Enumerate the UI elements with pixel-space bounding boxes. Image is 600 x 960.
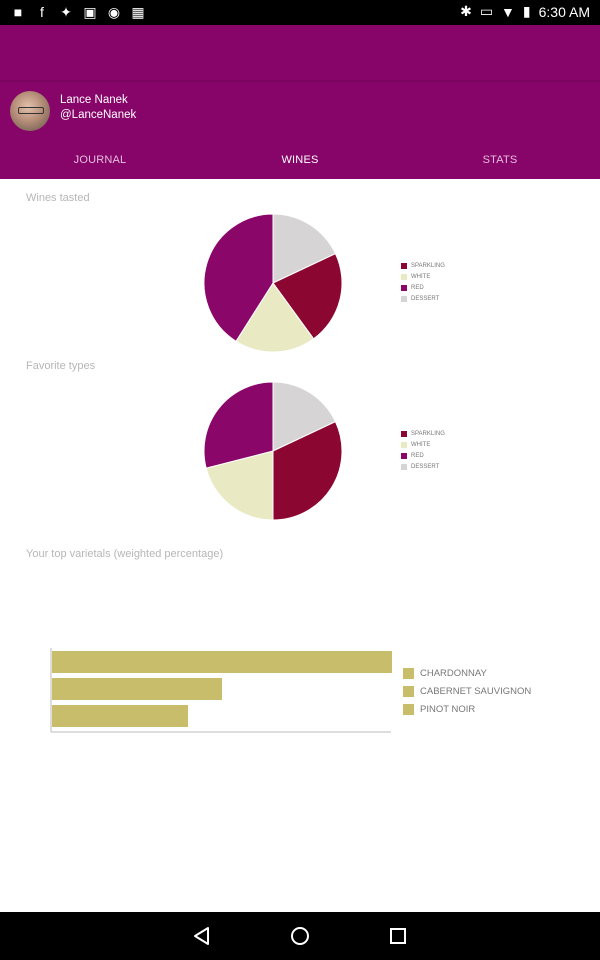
pie-slice-red	[203, 381, 274, 469]
legend-swatch	[401, 452, 407, 459]
app-header: Lance Nanek @LanceNanek JOURNAL WINES ST…	[0, 25, 600, 179]
pie-slice-red	[203, 213, 274, 342]
legend-swatch	[403, 667, 414, 679]
legend-item-red: RED	[401, 282, 445, 293]
legend-item-dessert: DESSERT	[401, 293, 445, 304]
battery-icon: ▮	[522, 3, 531, 19]
favorite-types-label: Favorite types	[26, 360, 96, 372]
wines-tasted-legend: SPARKLING WHITE RED DESSERT	[401, 260, 445, 304]
recents-icon[interactable]	[386, 924, 410, 948]
tab-bar: JOURNAL WINES STATS	[0, 150, 600, 179]
avatar[interactable]	[10, 91, 50, 131]
legend-label: DESSERT	[411, 295, 440, 302]
android-icon: ◉	[107, 4, 121, 20]
tab-stats[interactable]: STATS	[482, 154, 518, 166]
legend-item-red: RED	[401, 450, 445, 461]
legend-item-cabernet-sauvignon: CABERNET SAUVIGNON	[403, 682, 531, 700]
pie-slice-sparkling	[272, 420, 343, 521]
user-handle: @LanceNanek	[60, 109, 137, 121]
favorite-types-pie-chart	[203, 381, 343, 521]
legend-label: CHARDONNAY	[420, 667, 487, 679]
legend-item-dessert: DESSERT	[401, 461, 445, 472]
legend-item-sparkling: SPARKLING	[401, 428, 445, 439]
top-varietals-label: Your top varietals (weighted percentage)	[26, 548, 224, 560]
watch-icon: ▣	[83, 4, 97, 20]
legend-swatch	[401, 284, 407, 291]
legend-swatch	[401, 262, 407, 269]
legend-item-sparkling: SPARKLING	[401, 260, 445, 271]
bluetooth-icon: ✱	[460, 3, 472, 19]
legend-swatch	[401, 441, 407, 448]
pie-slice-white	[205, 450, 274, 521]
top-varietals-legend: CHARDONNAY CABERNET SAUVIGNON PINOT NOIR	[403, 664, 531, 718]
legend-item-pinot-noir: PINOT NOIR	[403, 700, 531, 718]
legend-label: PINOT NOIR	[420, 703, 476, 715]
system-icons: ✱ ▭ ▼ ▮ 6:30 AM	[460, 3, 590, 20]
legend-swatch	[403, 685, 414, 697]
wines-tasted-label: Wines tasted	[26, 192, 90, 204]
legend-label: DESSERT	[411, 463, 440, 470]
bar-pinot-noir	[52, 705, 188, 727]
navigation-bar	[0, 912, 600, 960]
twitter-icon: ✦	[60, 4, 72, 20]
notification-icons: ■ f ✦ ▣ ◉ ▦	[10, 4, 146, 20]
tab-journal[interactable]: JOURNAL	[73, 154, 127, 166]
legend-swatch	[401, 295, 407, 302]
legend-label: SPARKLING	[411, 430, 445, 437]
legend-swatch	[401, 463, 407, 470]
legend-item-chardonnay: CHARDONNAY	[403, 664, 531, 682]
bar-cabernet-sauvignon	[52, 678, 222, 700]
legend-label: CABERNET SAUVIGNON	[420, 685, 532, 697]
pie-slice-white	[235, 282, 315, 353]
status-bar: ■ f ✦ ▣ ◉ ▦ ✱ ▭ ▼ ▮ 6:30 AM	[0, 0, 600, 25]
status-time: 6:30 AM	[538, 3, 590, 20]
wines-tasted-pie-chart	[203, 213, 343, 353]
legend-label: RED	[411, 452, 424, 459]
back-icon[interactable]	[190, 924, 214, 948]
legend-item-white: WHITE	[401, 271, 445, 282]
legend-label: WHITE	[411, 273, 431, 280]
photo-icon: ▦	[131, 4, 145, 20]
top-varietals-bar-chart	[50, 648, 392, 733]
legend-swatch	[401, 273, 407, 280]
facebook-icon: f	[40, 4, 44, 20]
legend-swatch	[401, 430, 407, 437]
pie-slice-dessert	[272, 213, 337, 284]
wifi-icon: ▼	[501, 3, 515, 20]
vibrate-icon: ▭	[479, 3, 494, 19]
legend-label: RED	[411, 284, 424, 291]
legend-item-white: WHITE	[401, 439, 445, 450]
pie-slice-sparkling	[272, 252, 343, 340]
tab-wines[interactable]: WINES	[200, 150, 400, 179]
bar-chardonnay	[52, 651, 392, 673]
legend-label: SPARKLING	[411, 262, 445, 269]
favorite-types-legend: SPARKLING WHITE RED DESSERT	[401, 428, 445, 472]
user-name: Lance Nanek	[60, 94, 128, 106]
home-icon[interactable]	[288, 924, 312, 948]
pie-slice-dessert	[272, 381, 337, 452]
toolbar-divider	[0, 80, 600, 82]
legend-swatch	[403, 703, 414, 715]
flipboard-icon: ■	[13, 4, 23, 20]
legend-label: WHITE	[411, 441, 431, 448]
